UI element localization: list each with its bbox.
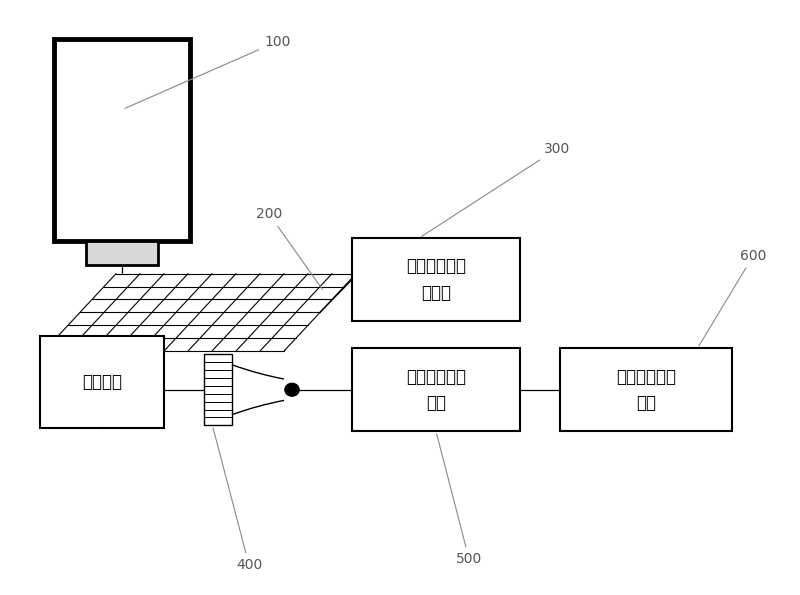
- Ellipse shape: [285, 383, 299, 396]
- Text: 100: 100: [125, 35, 290, 108]
- Text: 三维图像重建
模块: 三维图像重建 模块: [616, 368, 676, 412]
- Text: 被测物体: 被测物体: [82, 373, 122, 392]
- Text: 600: 600: [699, 249, 766, 346]
- Bar: [40, 336, 164, 428]
- Text: 500: 500: [437, 434, 482, 566]
- Polygon shape: [44, 274, 356, 351]
- Text: 光声信号处理
装置: 光声信号处理 装置: [406, 368, 466, 412]
- Text: 400: 400: [213, 428, 262, 572]
- Bar: [86, 241, 158, 265]
- Bar: [352, 348, 520, 431]
- Text: 可编程逻辑阵
列模块: 可编程逻辑阵 列模块: [406, 258, 466, 302]
- Text: 200: 200: [256, 207, 322, 289]
- Bar: [54, 39, 190, 241]
- Bar: [204, 354, 232, 425]
- Bar: [560, 348, 732, 431]
- Bar: [352, 238, 520, 321]
- Text: 300: 300: [422, 142, 570, 236]
